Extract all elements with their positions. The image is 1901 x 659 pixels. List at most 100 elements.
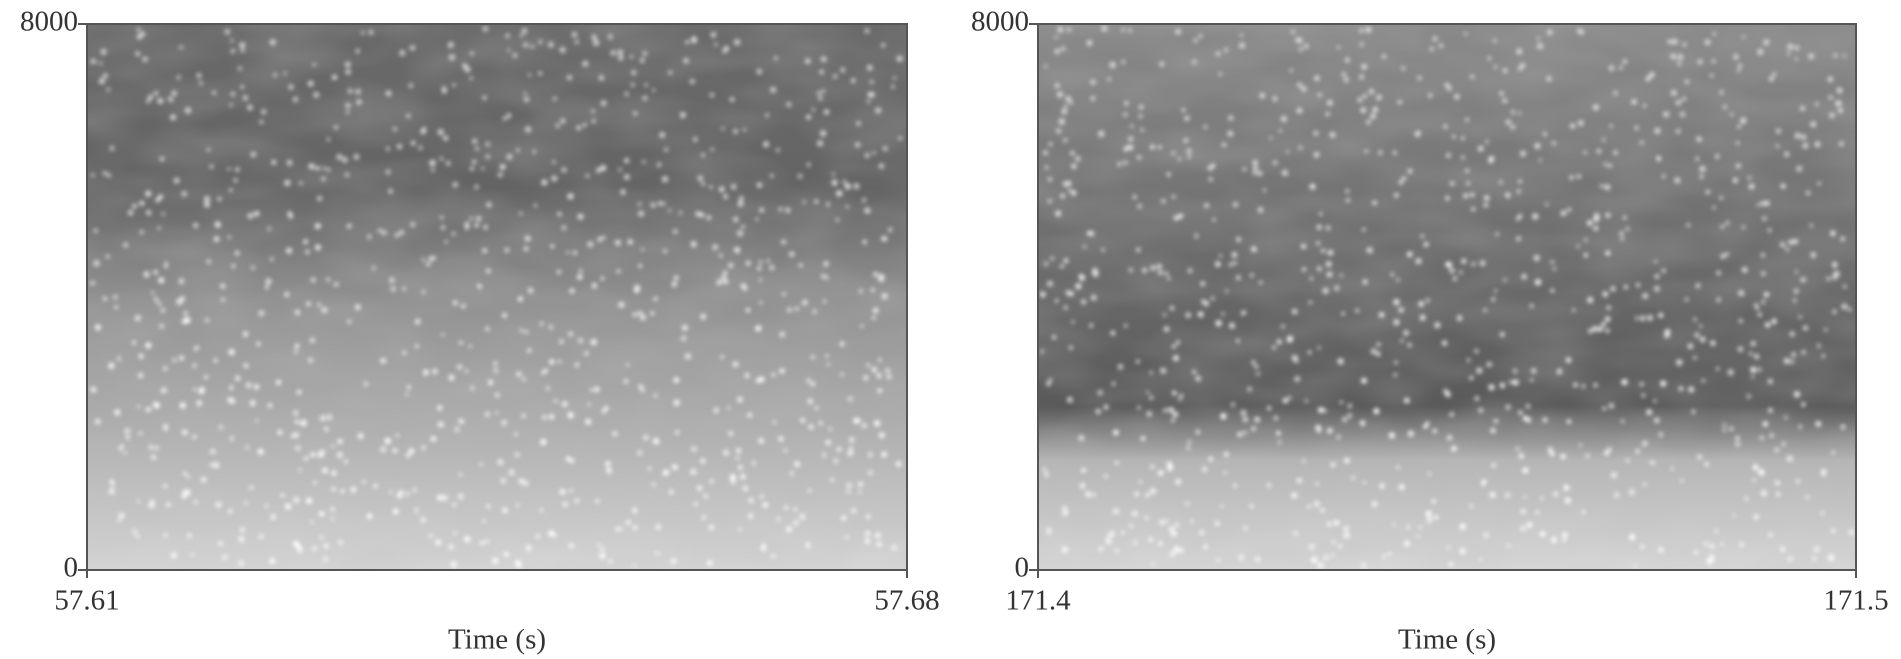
speckle xyxy=(638,384,643,389)
speckle xyxy=(1537,43,1544,50)
speckle xyxy=(1394,192,1399,198)
speckle xyxy=(93,228,98,233)
speckle xyxy=(821,452,827,458)
speckle xyxy=(1815,421,1822,427)
speckle xyxy=(1242,167,1247,172)
speckle xyxy=(323,543,329,549)
speckle xyxy=(1469,192,1475,198)
speckle xyxy=(1671,38,1678,45)
speckle xyxy=(1129,523,1134,528)
speckle xyxy=(1642,440,1648,447)
speckle xyxy=(576,125,582,131)
speckle xyxy=(1086,39,1093,47)
speckle xyxy=(758,278,763,282)
speckle xyxy=(356,99,362,105)
speckle xyxy=(1317,562,1324,569)
speckle xyxy=(399,50,406,56)
speckle xyxy=(261,109,267,115)
speckle xyxy=(1236,236,1242,242)
speckle xyxy=(483,224,488,230)
speckle xyxy=(733,39,741,46)
speckle xyxy=(350,486,357,493)
speckle xyxy=(1583,150,1587,155)
speckle xyxy=(1113,429,1119,436)
speckle xyxy=(672,464,678,470)
speckle xyxy=(864,207,871,214)
speckle xyxy=(100,48,107,55)
speckle xyxy=(864,152,870,158)
speckle xyxy=(1530,378,1534,382)
speckle xyxy=(1148,537,1154,542)
speckle xyxy=(1771,318,1777,325)
speckle xyxy=(737,200,744,207)
speckle xyxy=(323,426,329,432)
speckle xyxy=(113,305,119,310)
speckle xyxy=(807,398,813,404)
speckle xyxy=(615,239,621,246)
speckle xyxy=(1178,397,1182,402)
speckle xyxy=(1730,112,1734,117)
speckle xyxy=(294,419,299,424)
speckle xyxy=(227,235,231,239)
spectrogram-texture xyxy=(87,24,907,570)
speckle xyxy=(253,384,260,390)
speckle xyxy=(1431,499,1436,504)
speckle xyxy=(828,427,832,431)
speckle xyxy=(1163,407,1168,413)
speckle xyxy=(1359,28,1364,33)
speckle xyxy=(293,540,300,548)
speckle xyxy=(1106,535,1110,539)
speckle xyxy=(1418,301,1425,307)
speckle xyxy=(229,103,233,107)
speckle xyxy=(655,524,661,530)
speckle xyxy=(435,539,442,546)
speckle xyxy=(415,344,419,349)
speckle xyxy=(405,393,409,397)
speckle xyxy=(106,173,111,178)
speckle xyxy=(1732,177,1739,183)
speckle xyxy=(1103,404,1109,410)
speckle xyxy=(1316,241,1321,246)
speckle xyxy=(1419,314,1426,321)
speckle xyxy=(1740,117,1747,124)
speckle xyxy=(519,328,524,333)
speckle xyxy=(671,281,678,288)
speckle xyxy=(1291,354,1298,362)
speckle xyxy=(228,509,233,514)
speckle xyxy=(1783,358,1790,364)
speckle xyxy=(1133,540,1137,545)
speckle xyxy=(94,418,101,425)
speckle xyxy=(163,264,168,269)
speckle xyxy=(1621,379,1628,386)
speckle xyxy=(728,430,734,437)
speckle xyxy=(321,176,326,182)
speckle xyxy=(748,513,754,519)
speckle xyxy=(819,69,825,75)
speckle xyxy=(125,435,130,440)
speckle xyxy=(551,175,558,182)
speckle xyxy=(1607,163,1612,168)
speckle xyxy=(1709,73,1714,78)
speckle xyxy=(680,335,687,341)
speckle xyxy=(1052,335,1057,340)
speckle xyxy=(862,423,867,428)
speckle xyxy=(493,361,498,366)
speckle xyxy=(179,45,184,50)
speckle xyxy=(1549,451,1555,457)
speckle xyxy=(856,121,861,126)
speckle xyxy=(145,342,152,349)
speckle xyxy=(1388,432,1395,439)
speckle xyxy=(591,109,595,114)
speckle xyxy=(1677,61,1682,66)
speckle xyxy=(1642,482,1647,487)
speckle xyxy=(204,201,210,208)
speckle xyxy=(245,382,252,389)
speckle xyxy=(1791,352,1796,357)
speckle xyxy=(1512,379,1519,386)
speckle xyxy=(1314,75,1320,82)
speckle xyxy=(294,350,298,354)
speckle xyxy=(212,90,217,95)
speckle xyxy=(772,420,777,424)
speckle xyxy=(1466,181,1471,186)
speckle xyxy=(549,359,555,365)
